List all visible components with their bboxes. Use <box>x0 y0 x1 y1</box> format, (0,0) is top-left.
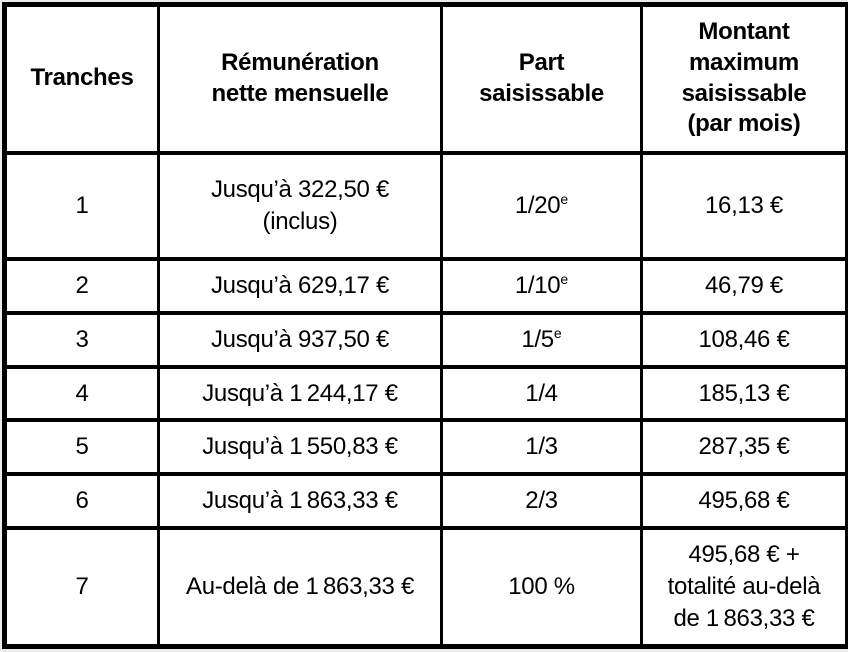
part-superscript: e <box>560 190 569 207</box>
table-row: 4 Jusqu’à 1 244,17 € 1/4 185,13 € <box>3 364 848 423</box>
part-value: 100 % <box>508 573 575 601</box>
table-row: 2 Jusqu’à 629,17 € 1/10e 46,79 € <box>3 257 848 315</box>
cell-part: 1/10e <box>440 257 643 315</box>
header-remuneration: Rémunération nette mensuelle <box>157 2 443 155</box>
part-value: 1/4 <box>525 379 558 407</box>
cell-montant: 108,46 € <box>640 310 848 369</box>
cell-part: 1/20e <box>440 150 643 261</box>
cell-tranche: 4 <box>3 364 160 423</box>
cell-montant: 495,68 € <box>640 472 848 530</box>
cell-part: 1/3 <box>440 418 643 476</box>
cell-remuneration: Jusqu’à 629,17 € <box>157 257 443 315</box>
cell-remuneration: Jusqu’à 322,50 € (inclus) <box>157 150 443 261</box>
cell-tranche: 3 <box>3 310 160 369</box>
cell-tranche: 7 <box>3 525 160 649</box>
cell-tranche: 1 <box>3 150 160 261</box>
cell-part: 1/4 <box>440 364 643 423</box>
cell-tranche: 6 <box>3 472 160 530</box>
cell-remuneration: Jusqu’à 1 863,33 € <box>157 472 443 530</box>
cell-part: 2/3 <box>440 472 643 530</box>
header-montant-maximum: Montant maximum saisissable (par mois) <box>640 2 848 155</box>
cell-tranche: 5 <box>3 418 160 476</box>
part-value: 2/3 <box>525 487 558 515</box>
part-superscript: e <box>553 324 562 341</box>
part-value: 1/3 <box>525 433 558 461</box>
cell-remuneration: Jusqu’à 937,50 € <box>157 310 443 369</box>
cell-tranche: 2 <box>3 257 160 315</box>
table-row: 1 Jusqu’à 322,50 € (inclus) 1/20e 16,13 … <box>3 150 848 261</box>
cell-montant: 185,13 € <box>640 364 848 423</box>
table-row: 3 Jusqu’à 937,50 € 1/5e 108,46 € <box>3 310 848 369</box>
part-value: 1/5 <box>521 325 554 353</box>
cell-remuneration: Jusqu’à 1 550,83 € <box>157 418 443 476</box>
cell-montant: 495,68 € + totalité au-delà de 1 863,33 … <box>640 525 848 649</box>
part-value: 1/10 <box>514 272 561 300</box>
header-tranches: Tranches <box>3 2 160 155</box>
cell-part: 100 % <box>440 525 643 649</box>
table-header-row: Tranches Rémunération nette mensuelle Pa… <box>3 2 848 155</box>
part-value: 1/20 <box>514 191 561 219</box>
table-row: 5 Jusqu’à 1 550,83 € 1/3 287,35 € <box>3 418 848 476</box>
cell-montant: 287,35 € <box>640 418 848 476</box>
table-row: 6 Jusqu’à 1 863,33 € 2/3 495,68 € <box>3 472 848 530</box>
cell-part: 1/5e <box>440 310 643 369</box>
part-superscript: e <box>560 271 569 288</box>
cell-montant: 16,13 € <box>640 150 848 261</box>
cell-montant: 46,79 € <box>640 257 848 315</box>
cell-remuneration: Au-delà de 1 863,33 € <box>157 525 443 649</box>
table-row: 7 Au-delà de 1 863,33 € 100 % 495,68 € +… <box>3 525 848 649</box>
cell-remuneration: Jusqu’à 1 244,17 € <box>157 364 443 423</box>
header-part-saisissable: Part saisissable <box>440 2 643 155</box>
